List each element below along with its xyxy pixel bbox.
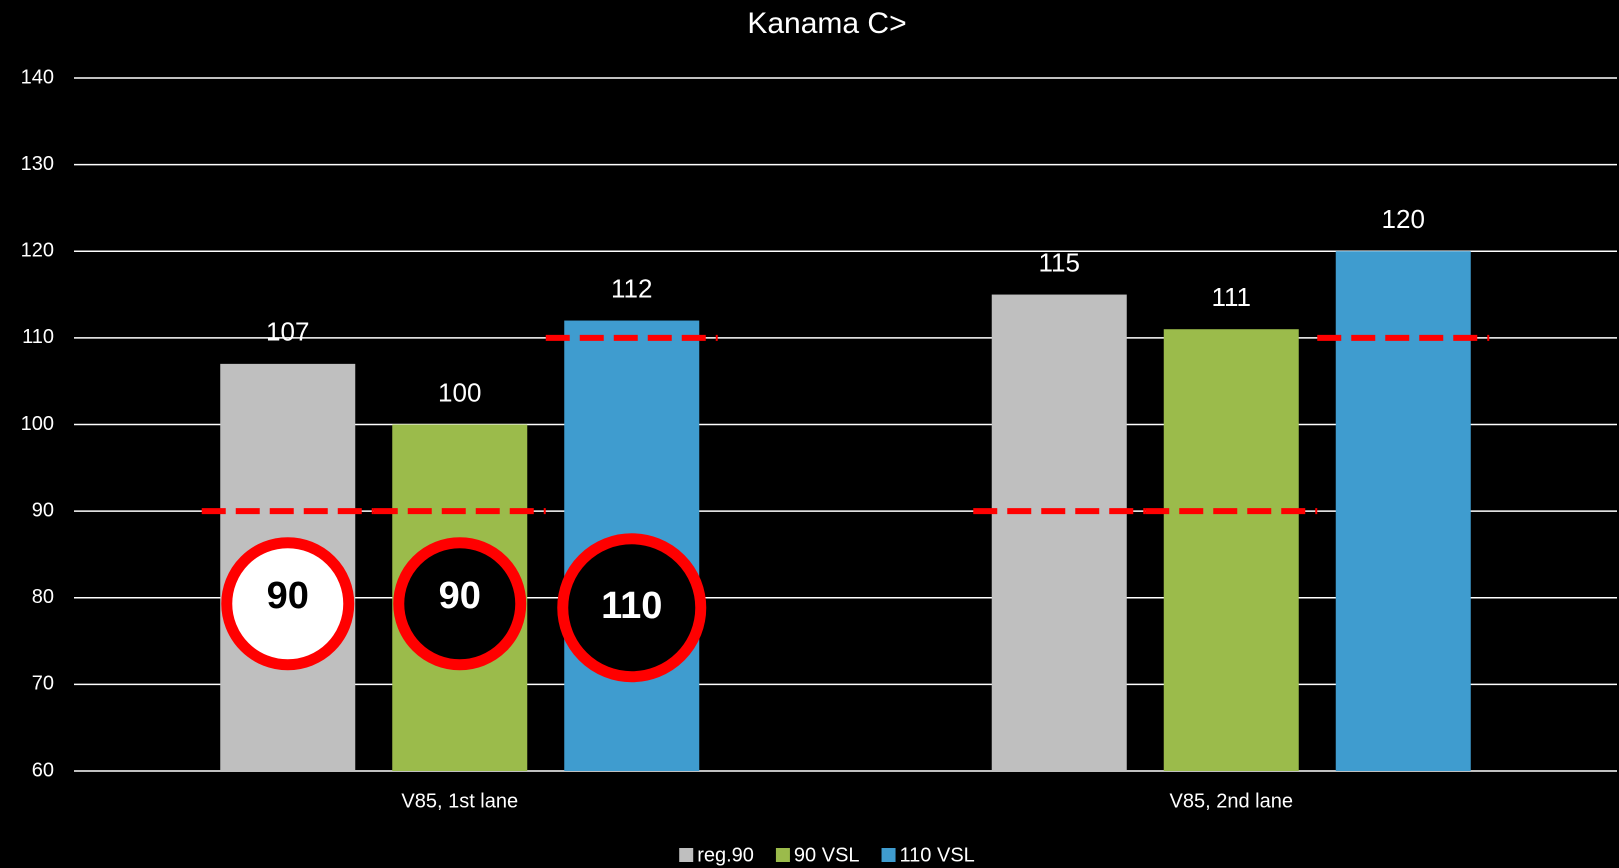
legend-swatch	[775, 848, 790, 862]
chart-title: Kanama C>	[747, 7, 906, 40]
speed-sign-label: 90	[267, 575, 309, 617]
data-label: 115	[1039, 247, 1080, 277]
bar	[1163, 329, 1299, 771]
speed-sign	[393, 537, 527, 671]
legend-label: reg.90	[697, 844, 754, 866]
y-tick-label: 110	[22, 326, 54, 348]
y-tick-label: 130	[21, 153, 54, 175]
x-tick-label: V85, 1st lane	[401, 790, 518, 812]
y-tick-label: 120	[21, 240, 54, 262]
y-tick-label: 100	[21, 413, 54, 435]
y-tick-label: 60	[32, 759, 54, 781]
data-label: 107	[266, 317, 309, 347]
legend: reg.90 90 VSL 110 VSL	[679, 844, 975, 866]
speed-sign-label: 110	[601, 585, 662, 627]
data-label: 120	[1382, 204, 1425, 234]
y-tick-label: 90	[32, 499, 54, 521]
speed-sign-label: 90	[439, 575, 481, 617]
data-label: 100	[438, 377, 481, 407]
speed-sign	[221, 537, 355, 671]
bar	[991, 294, 1127, 771]
data-label: 111	[1211, 282, 1251, 312]
y-tick-label: 70	[32, 673, 54, 695]
bar	[1335, 251, 1471, 771]
legend-swatch	[679, 848, 694, 862]
legend-swatch	[881, 848, 896, 862]
legend-label: 110 VSL	[900, 844, 975, 866]
y-tick-label: 140	[21, 66, 54, 88]
data-label: 112	[611, 273, 652, 303]
y-tick-label: 80	[32, 586, 54, 608]
legend-label: 90 VSL	[794, 844, 860, 866]
speed-sign	[557, 533, 707, 683]
x-tick-label: V85, 2nd lane	[1170, 790, 1293, 812]
